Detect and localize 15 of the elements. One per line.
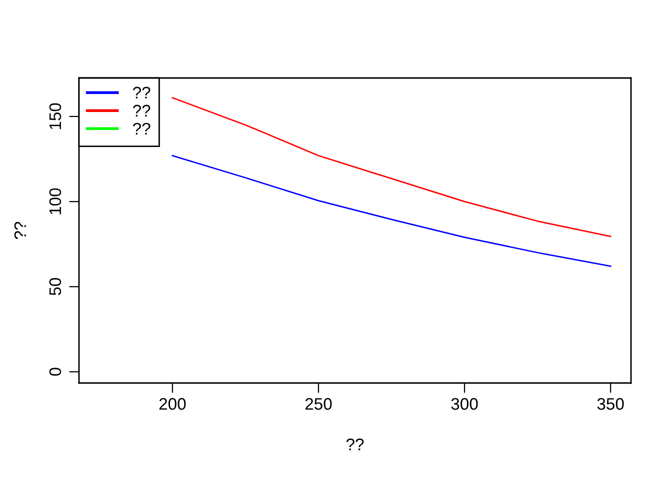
x-tick-label: 350 xyxy=(597,398,624,410)
y-tick-label: 150 xyxy=(49,103,62,130)
legend-label: ?? xyxy=(133,122,150,134)
legend-label: ?? xyxy=(133,86,150,98)
x-tick-label: 200 xyxy=(159,398,186,410)
y-tick-label: 100 xyxy=(49,188,62,214)
x-axis-title: ?? xyxy=(346,438,364,450)
y-tick-label: 0 xyxy=(49,368,62,376)
x-tick-label: 300 xyxy=(451,398,478,410)
y-tick-label: 50 xyxy=(49,278,62,296)
line-series xyxy=(172,97,612,238)
legend-label: ?? xyxy=(133,104,150,116)
x-tick-label: 250 xyxy=(305,398,332,410)
line-series xyxy=(172,154,612,267)
y-axis-title: ?? xyxy=(14,222,26,240)
